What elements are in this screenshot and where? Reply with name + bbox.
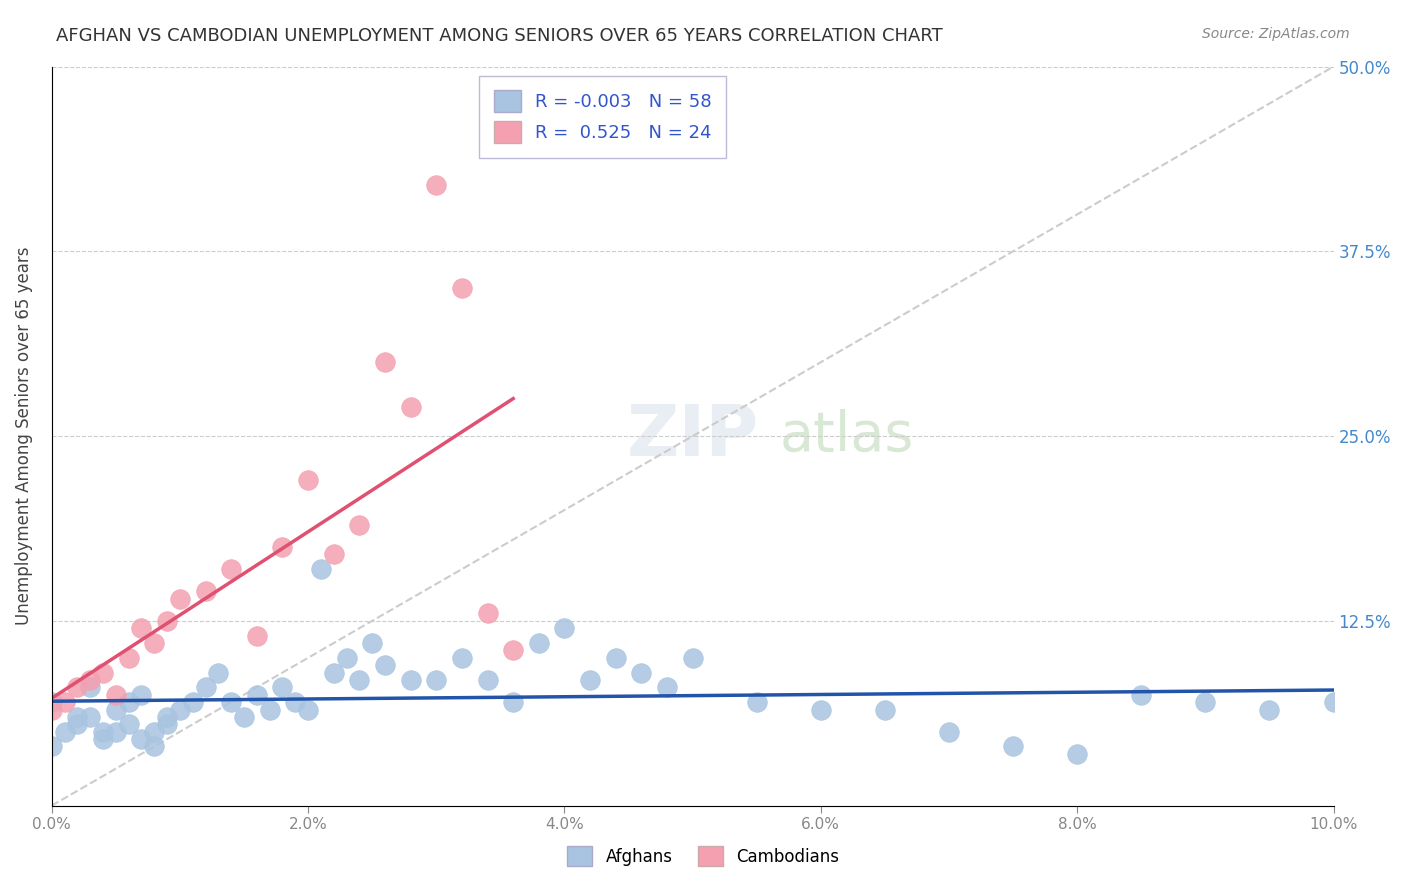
Point (41, 702, 63, 716)
Point (66, 681, 89, 695)
Point (53, 724, 76, 739)
Point (1066, 747, 1088, 761)
Point (79, 681, 101, 695)
Point (79, 710, 101, 724)
Text: ZIP: ZIP (627, 401, 759, 471)
Point (1130, 688, 1153, 702)
Point (259, 702, 281, 716)
Y-axis label: Unemployment Among Seniors over 65 years: Unemployment Among Seniors over 65 years (15, 247, 32, 625)
Point (143, 739, 166, 754)
Point (579, 673, 602, 687)
Point (502, 643, 524, 657)
Point (91, 724, 114, 739)
Legend: R = -0.003   N = 58, R =  0.525   N = 24: R = -0.003 N = 58, R = 0.525 N = 24 (479, 76, 727, 158)
Point (527, 636, 550, 650)
Point (335, 650, 357, 665)
Point (297, 474, 319, 488)
Point (41, 739, 63, 754)
Point (143, 636, 166, 650)
Point (246, 629, 269, 643)
Point (322, 547, 344, 561)
Point (79, 673, 101, 687)
Point (118, 650, 141, 665)
Point (118, 695, 141, 709)
Point (271, 540, 294, 554)
Point (399, 673, 422, 687)
Point (349, 673, 371, 687)
Point (143, 724, 166, 739)
Point (131, 621, 153, 635)
Point (131, 688, 153, 702)
Point (1194, 695, 1216, 709)
Point (131, 732, 153, 747)
Text: AFGHAN VS CAMBODIAN UNEMPLOYMENT AMONG SENIORS OVER 65 YEARS CORRELATION CHART: AFGHAN VS CAMBODIAN UNEMPLOYMENT AMONG S… (56, 27, 943, 45)
Point (169, 591, 191, 606)
Point (349, 517, 371, 532)
Point (374, 355, 396, 369)
Legend: Afghans, Cambodians: Afghans, Cambodians (558, 838, 848, 875)
Point (630, 665, 652, 680)
Point (219, 562, 242, 576)
Point (322, 665, 344, 680)
Point (284, 695, 307, 709)
Point (361, 636, 384, 650)
Point (477, 607, 499, 621)
Point (91, 732, 114, 747)
Point (1002, 739, 1025, 754)
Point (938, 724, 960, 739)
Point (605, 650, 627, 665)
Point (399, 400, 422, 414)
Point (451, 650, 474, 665)
Text: atlas: atlas (779, 409, 914, 463)
Point (477, 673, 499, 687)
Point (169, 702, 191, 716)
Point (219, 695, 242, 709)
Point (374, 658, 396, 673)
Point (41, 695, 63, 709)
Point (425, 178, 447, 192)
Point (246, 688, 269, 702)
Point (682, 650, 704, 665)
Point (425, 673, 447, 687)
Point (156, 710, 179, 724)
Point (194, 584, 217, 599)
Point (873, 702, 896, 716)
Point (1322, 695, 1344, 709)
Point (104, 702, 127, 716)
Point (553, 621, 575, 635)
Point (810, 702, 832, 716)
Point (309, 562, 332, 576)
Point (655, 681, 678, 695)
Point (194, 681, 217, 695)
Text: Source: ZipAtlas.com: Source: ZipAtlas.com (1202, 27, 1350, 41)
Point (297, 702, 319, 716)
Point (451, 281, 474, 295)
Point (156, 717, 179, 731)
Point (271, 681, 294, 695)
Point (181, 695, 204, 709)
Point (502, 695, 524, 709)
Point (104, 688, 127, 702)
Point (1258, 702, 1281, 716)
Point (207, 665, 229, 680)
Point (104, 724, 127, 739)
Point (66, 710, 89, 724)
Point (66, 717, 89, 731)
Point (745, 695, 768, 709)
Point (156, 614, 179, 628)
Point (233, 710, 256, 724)
Point (118, 717, 141, 731)
Point (53, 695, 76, 709)
Point (91, 665, 114, 680)
